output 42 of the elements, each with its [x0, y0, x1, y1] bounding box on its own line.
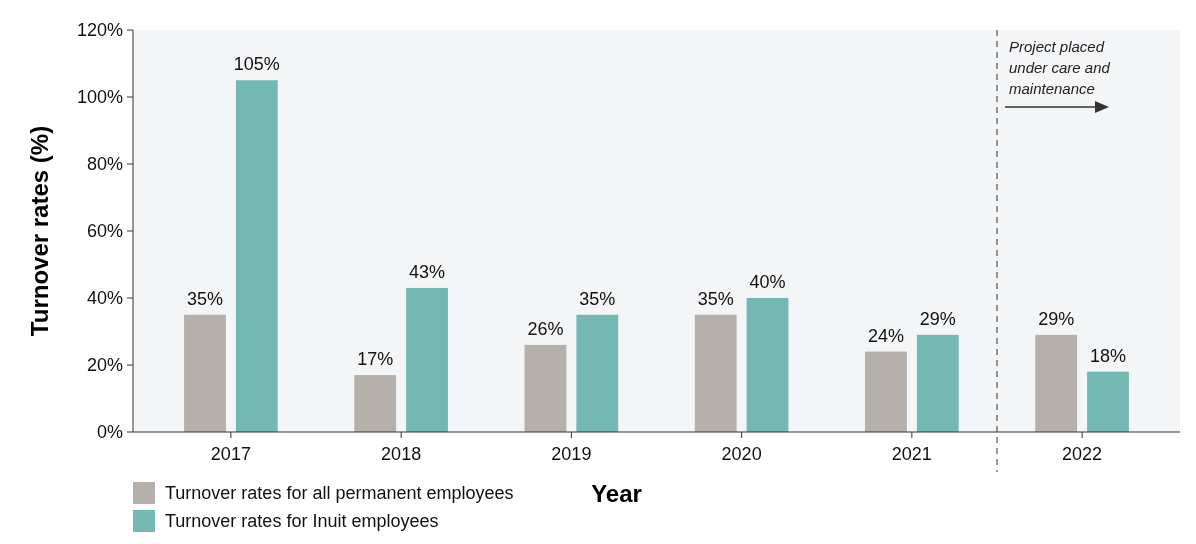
- bar: [576, 314, 619, 432]
- x-axis-title: Year: [591, 480, 642, 507]
- bar: [184, 314, 226, 432]
- data-label: 24%: [867, 325, 904, 346]
- y-tick-label: 40%: [86, 288, 123, 309]
- data-label: 105%: [233, 54, 280, 75]
- y-tick-label: 100%: [76, 87, 123, 108]
- data-label: 29%: [919, 308, 956, 329]
- data-label: 40%: [749, 272, 786, 292]
- bar: [1087, 371, 1129, 432]
- x-tick-label: 2017: [210, 444, 251, 464]
- x-tick-label: 2021: [891, 444, 932, 464]
- y-axis-title: Turnover rates (%): [26, 125, 53, 337]
- annotation: Project placed under care and maintenance: [1008, 38, 1111, 97]
- data-label: 35%: [186, 288, 223, 309]
- y-tick-label: 20%: [86, 355, 123, 376]
- bar: [694, 314, 737, 432]
- bar: [354, 375, 397, 432]
- y-tick-label: 60%: [86, 221, 123, 242]
- bar: [235, 80, 278, 432]
- legend-label: Turnover rates for Inuit employees: [165, 511, 439, 532]
- bar: [406, 287, 448, 432]
- y-tick-label: 0%: [96, 422, 123, 443]
- bar: [524, 344, 567, 432]
- bar: [865, 351, 907, 432]
- x-tick-label: 2019: [551, 444, 592, 464]
- bar: [746, 298, 789, 432]
- data-label: 29%: [1038, 308, 1075, 329]
- y-tick-label: 80%: [86, 154, 123, 175]
- bar: [1035, 334, 1078, 432]
- x-tick-label: 2020: [721, 444, 762, 464]
- data-label: 35%: [579, 288, 616, 309]
- data-label: 35%: [697, 288, 734, 309]
- data-label: 26%: [527, 318, 564, 339]
- bar: [916, 334, 959, 432]
- legend-label: Turnover rates for all permanent employees: [165, 483, 514, 504]
- data-label: 18%: [1090, 345, 1127, 366]
- data-label: 43%: [409, 261, 446, 282]
- y-tick-label: 120%: [76, 20, 123, 41]
- x-tick-label: 2018: [381, 444, 422, 464]
- data-label: 17%: [357, 349, 394, 370]
- x-tick-label: 2022: [1062, 444, 1103, 464]
